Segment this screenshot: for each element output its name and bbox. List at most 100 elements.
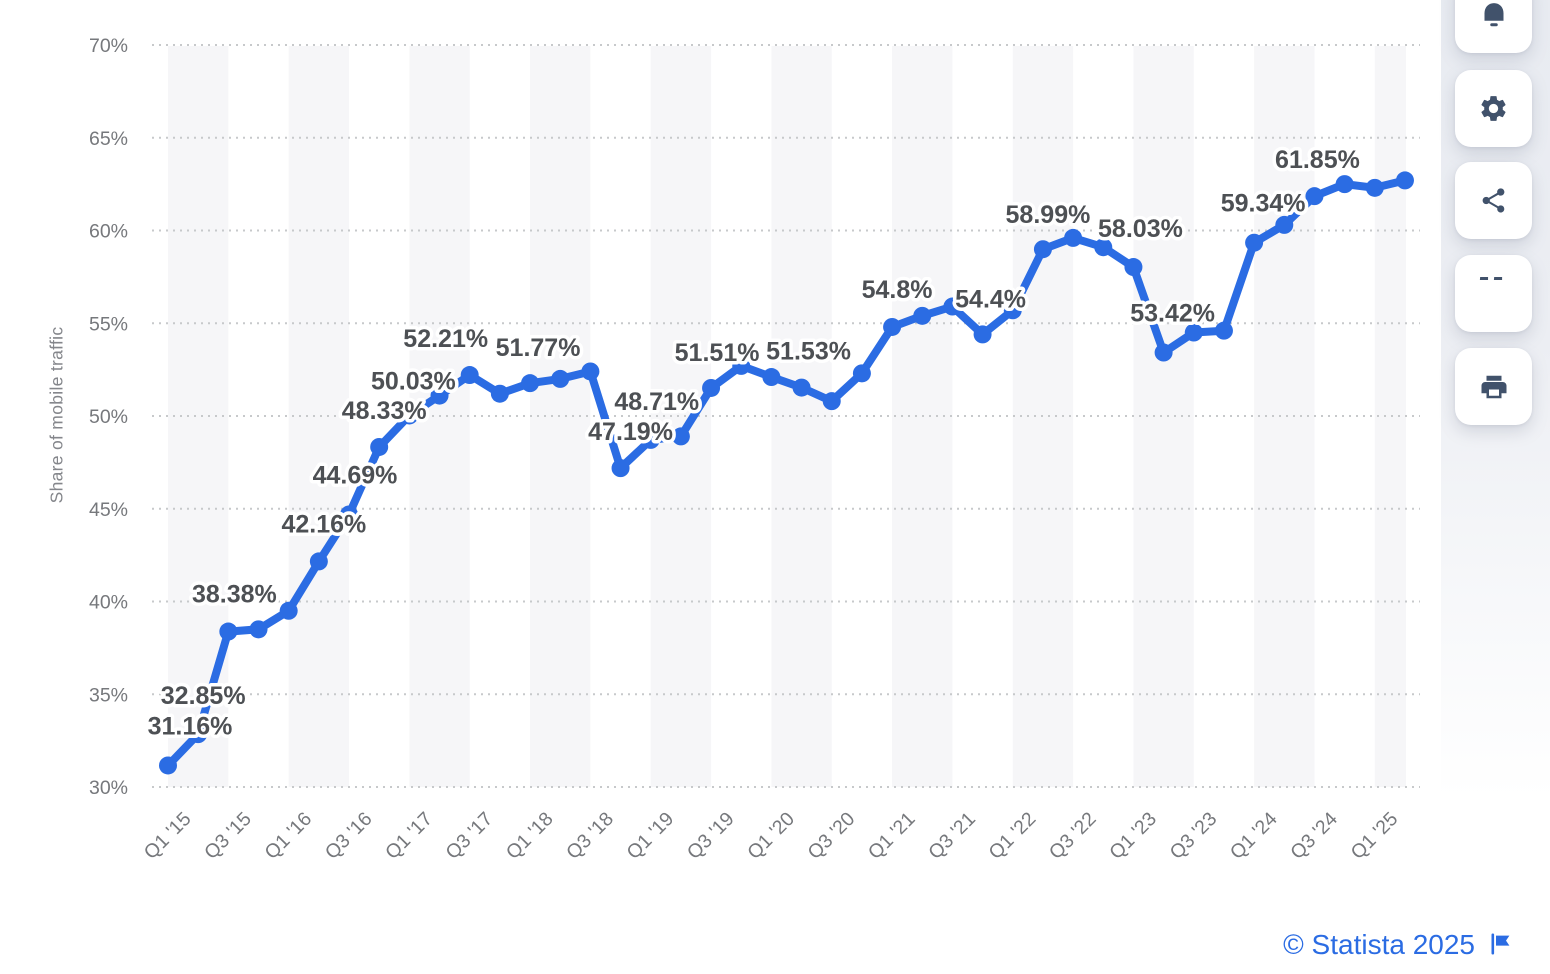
svg-text:Q1 '22: Q1 '22 — [985, 808, 1041, 864]
data-label: 47.19% — [588, 418, 673, 446]
svg-text:Q3 '18: Q3 '18 — [562, 808, 618, 864]
data-point-Q416[interactable] — [370, 437, 389, 456]
data-point-Q316[interactable] — [340, 505, 359, 524]
svg-text:Q1 '23: Q1 '23 — [1105, 808, 1161, 864]
data-point-Q215[interactable] — [189, 725, 208, 744]
data-point-Q318[interactable] — [581, 362, 600, 381]
data-point-Q219[interactable] — [671, 427, 690, 446]
data-point-Q415[interactable] — [249, 620, 268, 639]
svg-text:Q1 '24: Q1 '24 — [1226, 808, 1282, 864]
svg-text:35%: 35% — [89, 684, 128, 706]
footer: © Statista 2025 — [1283, 929, 1511, 961]
svg-text:Q3 '24: Q3 '24 — [1286, 808, 1342, 864]
data-point-Q223[interactable] — [1154, 343, 1173, 362]
cite-button[interactable]: “ — [1455, 255, 1532, 332]
data-label: 52.21% — [403, 325, 488, 353]
data-point-Q115[interactable] — [159, 756, 177, 775]
data-point-Q424[interactable] — [1335, 175, 1354, 194]
svg-text:Q3 '20: Q3 '20 — [804, 808, 860, 864]
data-point-Q221[interactable] — [913, 306, 932, 325]
data-point-Q323[interactable] — [1184, 323, 1203, 342]
data-point-Q225[interactable] — [1395, 171, 1414, 190]
data-label: 50.03% — [371, 367, 456, 395]
data-label: 51.51% — [675, 339, 760, 367]
data-point-Q418[interactable] — [611, 459, 630, 478]
data-point-Q321[interactable] — [943, 297, 962, 316]
svg-text:Q1 '18: Q1 '18 — [502, 808, 558, 864]
data-label: 38.38% — [192, 581, 277, 609]
bell-icon — [1479, 1, 1509, 29]
data-point-Q320[interactable] — [822, 392, 841, 411]
data-point-Q421[interactable] — [973, 325, 992, 344]
svg-text:60%: 60% — [89, 221, 128, 243]
action-rail: “ — [1441, 0, 1550, 974]
svg-text:Q3 '17: Q3 '17 — [441, 808, 497, 864]
svg-text:Q1 '17: Q1 '17 — [381, 808, 437, 864]
report-flag-button[interactable] — [1490, 932, 1511, 959]
data-point-Q121[interactable] — [883, 317, 902, 336]
svg-text:65%: 65% — [89, 128, 128, 150]
svg-text:Q3 '16: Q3 '16 — [321, 808, 377, 864]
data-point-Q119[interactable] — [641, 430, 660, 449]
quote-icon: “ — [1476, 277, 1512, 311]
data-label: 61.85% — [1275, 146, 1360, 174]
line-chart[interactable]: 30%35%40%45%50%55%60%65%70%Q1 '15 Q3 '15 Q… — [0, 0, 1441, 974]
svg-text:Q1 '25: Q1 '25 — [1347, 808, 1403, 864]
svg-text:Q3 '21: Q3 '21 — [924, 808, 980, 864]
data-point-Q422[interactable] — [1094, 238, 1113, 257]
gear-icon — [1478, 93, 1509, 124]
data-point-Q419[interactable] — [732, 356, 751, 375]
data-point-Q117[interactable] — [400, 406, 419, 425]
data-point-Q224[interactable] — [1275, 215, 1294, 234]
data-label: 42.16% — [281, 510, 366, 538]
data-point-Q319[interactable] — [702, 378, 721, 397]
data-point-Q125[interactable] — [1365, 178, 1384, 197]
data-label: 48.33% — [342, 397, 427, 425]
svg-text:Q1 '21: Q1 '21 — [864, 808, 920, 864]
svg-text:Q1 '19: Q1 '19 — [623, 808, 679, 864]
share-icon — [1479, 186, 1508, 215]
svg-text:50%: 50% — [89, 406, 128, 428]
data-point-Q217[interactable] — [430, 386, 449, 405]
print-button[interactable] — [1455, 348, 1532, 425]
data-point-Q218[interactable] — [551, 369, 570, 388]
svg-text:Q3 '15: Q3 '15 — [200, 808, 256, 864]
svg-text:30%: 30% — [89, 777, 128, 799]
data-point-Q216[interactable] — [309, 552, 328, 571]
data-point-Q417[interactable] — [490, 384, 509, 403]
data-label: 54.4% — [955, 285, 1026, 313]
data-point-Q324[interactable] — [1305, 187, 1324, 206]
svg-text:Q1 '15: Q1 '15 — [140, 808, 196, 864]
data-point-Q322[interactable] — [1064, 228, 1083, 247]
data-point-Q122[interactable] — [1003, 301, 1022, 320]
print-icon — [1479, 372, 1509, 402]
data-label: 53.42% — [1130, 300, 1215, 328]
data-label: 44.69% — [313, 462, 398, 490]
notifications-button[interactable] — [1455, 0, 1532, 53]
svg-text:Q1 '20: Q1 '20 — [743, 808, 799, 864]
data-label: 59.34% — [1221, 190, 1306, 218]
data-point-Q315[interactable] — [219, 622, 238, 641]
statista-copyright-link[interactable]: © Statista 2025 — [1283, 929, 1475, 960]
svg-text:Q3 '19: Q3 '19 — [683, 808, 739, 864]
svg-text:40%: 40% — [89, 592, 128, 614]
data-label: 32.85% — [161, 682, 246, 710]
data-label: 48.71% — [614, 388, 699, 416]
share-button[interactable] — [1455, 162, 1532, 239]
data-label: 58.03% — [1098, 215, 1183, 243]
data-point-Q123[interactable] — [1124, 258, 1143, 277]
svg-text:Q1 '16: Q1 '16 — [260, 808, 316, 864]
y-axis-title: Share of mobile traffic — [46, 326, 67, 504]
data-point-Q317[interactable] — [460, 366, 479, 385]
data-point-Q116[interactable] — [279, 601, 298, 620]
data-point-Q118[interactable] — [521, 374, 540, 393]
data-point-Q423[interactable] — [1214, 321, 1233, 340]
data-point-Q120[interactable] — [762, 368, 781, 387]
data-label: 51.77% — [496, 334, 581, 362]
data-point-Q420[interactable] — [852, 364, 871, 383]
settings-button[interactable] — [1455, 70, 1532, 147]
data-point-Q220[interactable] — [792, 378, 811, 397]
data-label: 31.16% — [148, 712, 233, 740]
data-point-Q124[interactable] — [1245, 233, 1264, 252]
data-point-Q222[interactable] — [1033, 240, 1052, 259]
